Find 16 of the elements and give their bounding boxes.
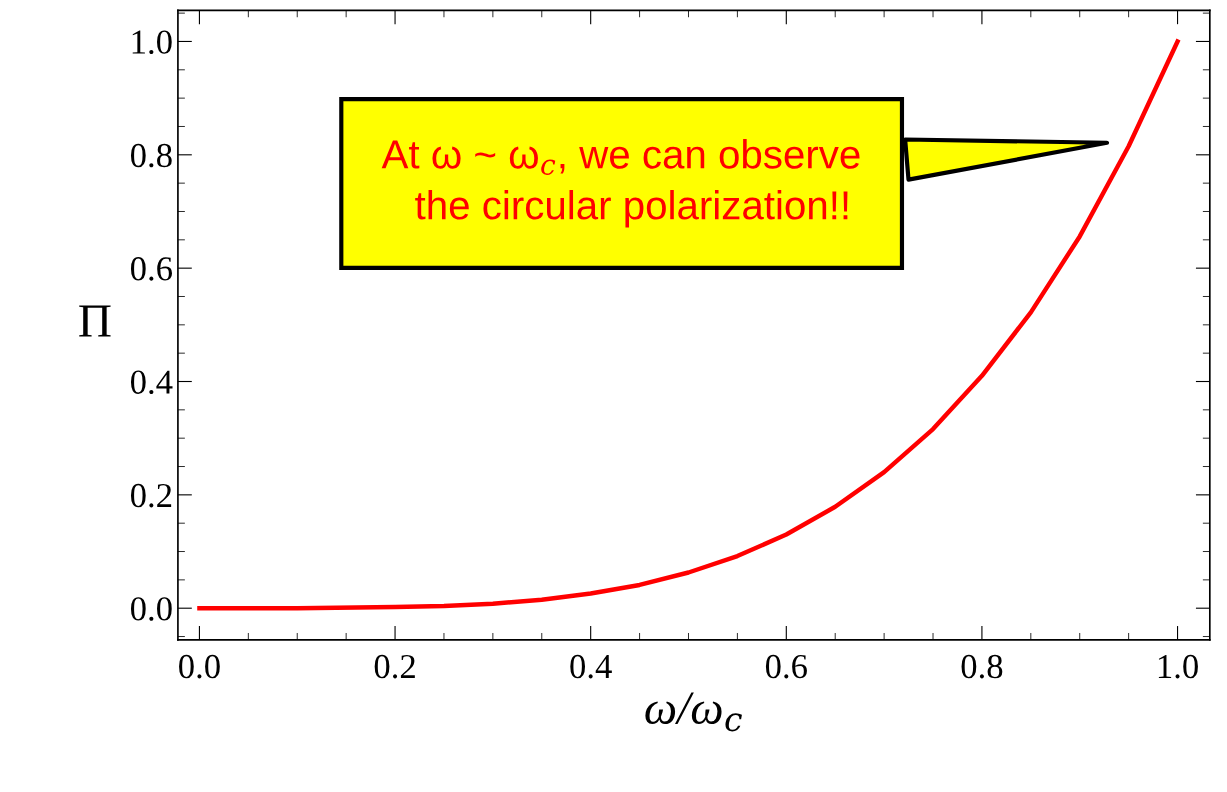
y-tick-label: 0.0: [130, 597, 172, 621]
x-tick-label: 0.0: [179, 654, 220, 679]
y-tick-label: 0.2: [130, 483, 172, 508]
y-tick-label: 0.6: [130, 257, 173, 281]
y-tick-label: 0.4: [130, 370, 173, 395]
y-axis-title: Π: [79, 305, 111, 337]
y-tick-label: 1.0: [132, 30, 172, 55]
x-axis-title: ω/ω$_{c}$: [645, 692, 742, 732]
line-series: [197, 39, 1180, 611]
x-tick-label: 0.2: [374, 654, 415, 679]
x-tick-label: 0.4: [570, 654, 612, 679]
x-tick-label: 0.6: [765, 654, 807, 679]
x-tick-label: 1.0: [1158, 654, 1198, 679]
x-tick-label: 0.8: [961, 654, 1003, 679]
y-tick-label: 0.8: [130, 143, 172, 168]
annotation: At ω ~ ω$_{c}$, we can observe the circular polarization!!: [381, 139, 860, 228]
